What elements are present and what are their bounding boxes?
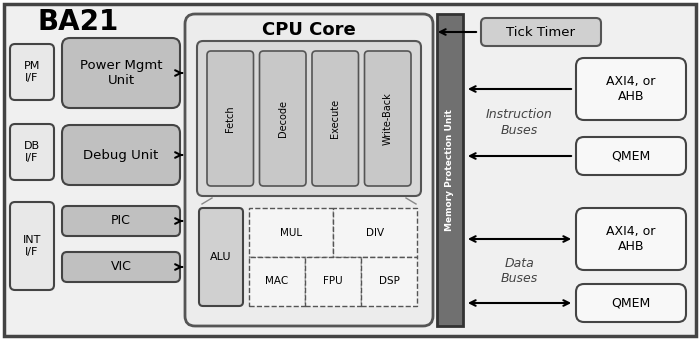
- Text: Memory Protection Unit: Memory Protection Unit: [445, 109, 454, 231]
- FancyBboxPatch shape: [199, 208, 243, 306]
- Text: Data
Buses: Data Buses: [501, 257, 538, 285]
- Text: BA21: BA21: [38, 8, 119, 36]
- Text: Instruction
Buses: Instruction Buses: [486, 108, 553, 136]
- FancyBboxPatch shape: [481, 18, 601, 46]
- FancyBboxPatch shape: [62, 125, 180, 185]
- Text: MUL: MUL: [280, 227, 302, 238]
- Text: Debug Unit: Debug Unit: [83, 149, 159, 162]
- FancyBboxPatch shape: [62, 206, 180, 236]
- FancyBboxPatch shape: [185, 14, 433, 326]
- FancyBboxPatch shape: [312, 51, 358, 186]
- Bar: [305, 257, 361, 306]
- Text: FPU: FPU: [323, 276, 343, 287]
- FancyBboxPatch shape: [62, 252, 180, 282]
- FancyBboxPatch shape: [365, 51, 411, 186]
- Text: PIC: PIC: [111, 215, 131, 227]
- FancyBboxPatch shape: [576, 208, 686, 270]
- Text: DIV: DIV: [366, 227, 384, 238]
- Text: MAC: MAC: [265, 276, 288, 287]
- FancyBboxPatch shape: [260, 51, 306, 186]
- FancyBboxPatch shape: [576, 137, 686, 175]
- Bar: [437, 14, 463, 326]
- FancyBboxPatch shape: [62, 38, 180, 108]
- Text: QMEM: QMEM: [611, 296, 650, 309]
- Text: INT
I/F: INT I/F: [23, 235, 41, 257]
- Text: Execute: Execute: [330, 99, 340, 138]
- Text: CPU Core: CPU Core: [262, 21, 356, 39]
- Text: Tick Timer: Tick Timer: [507, 26, 575, 38]
- FancyBboxPatch shape: [10, 124, 54, 180]
- Text: DSP: DSP: [379, 276, 400, 287]
- Text: DB
I/F: DB I/F: [24, 141, 40, 163]
- Bar: [249, 257, 305, 306]
- FancyBboxPatch shape: [207, 51, 253, 186]
- FancyBboxPatch shape: [197, 41, 421, 196]
- Text: Power Mgmt
Unit: Power Mgmt Unit: [80, 59, 162, 87]
- Text: ALU: ALU: [210, 252, 232, 262]
- FancyBboxPatch shape: [10, 44, 54, 100]
- Bar: [249, 208, 333, 257]
- Text: Fetch: Fetch: [225, 105, 235, 132]
- Text: QMEM: QMEM: [611, 150, 650, 163]
- Text: Write-Back: Write-Back: [383, 92, 393, 145]
- Text: VIC: VIC: [111, 260, 132, 273]
- Bar: [333, 208, 417, 257]
- Bar: [361, 257, 417, 306]
- Text: AXI4, or
AHB: AXI4, or AHB: [606, 225, 656, 253]
- FancyBboxPatch shape: [576, 58, 686, 120]
- FancyBboxPatch shape: [576, 284, 686, 322]
- Text: AXI4, or
AHB: AXI4, or AHB: [606, 75, 656, 103]
- Text: Decode: Decode: [278, 100, 288, 137]
- FancyBboxPatch shape: [10, 202, 54, 290]
- Text: PM
I/F: PM I/F: [24, 61, 40, 83]
